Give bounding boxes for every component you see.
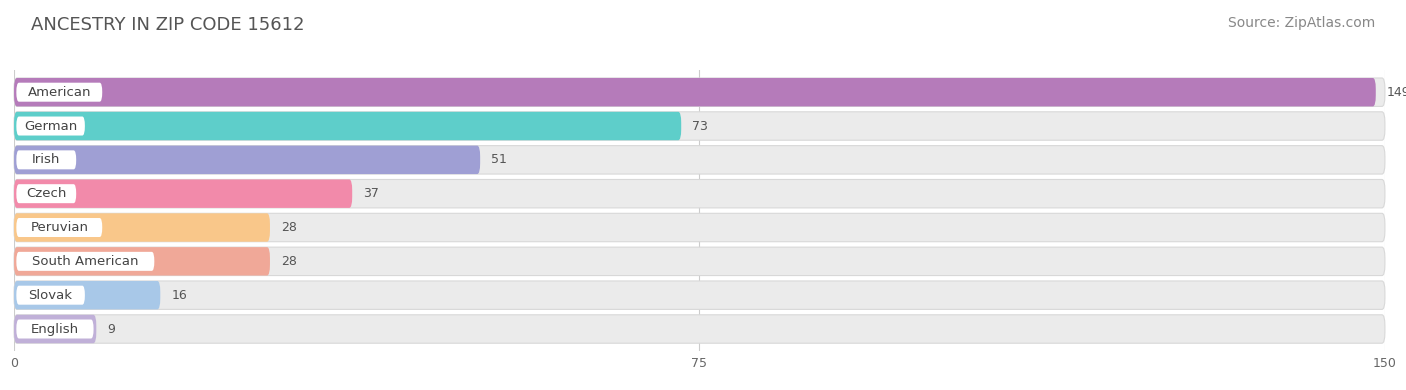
- Text: South American: South American: [32, 255, 139, 268]
- FancyBboxPatch shape: [14, 247, 270, 276]
- Text: 51: 51: [491, 153, 508, 167]
- FancyBboxPatch shape: [17, 184, 76, 203]
- FancyBboxPatch shape: [17, 218, 103, 237]
- FancyBboxPatch shape: [14, 112, 682, 140]
- FancyBboxPatch shape: [14, 281, 160, 309]
- FancyBboxPatch shape: [14, 78, 1385, 106]
- Text: German: German: [24, 119, 77, 133]
- Text: Source: ZipAtlas.com: Source: ZipAtlas.com: [1227, 16, 1375, 30]
- FancyBboxPatch shape: [14, 247, 1385, 276]
- FancyBboxPatch shape: [14, 78, 1376, 106]
- Text: ANCESTRY IN ZIP CODE 15612: ANCESTRY IN ZIP CODE 15612: [31, 16, 305, 34]
- FancyBboxPatch shape: [14, 315, 1385, 343]
- Text: 73: 73: [692, 119, 709, 133]
- Text: Irish: Irish: [32, 153, 60, 167]
- FancyBboxPatch shape: [14, 112, 1385, 140]
- Text: American: American: [28, 86, 91, 99]
- FancyBboxPatch shape: [14, 179, 1385, 208]
- Text: 9: 9: [107, 323, 115, 335]
- FancyBboxPatch shape: [14, 213, 1385, 242]
- Text: Peruvian: Peruvian: [31, 221, 89, 234]
- FancyBboxPatch shape: [17, 252, 155, 271]
- FancyBboxPatch shape: [17, 319, 94, 339]
- Text: Slovak: Slovak: [28, 289, 73, 302]
- Text: Czech: Czech: [27, 187, 66, 200]
- FancyBboxPatch shape: [14, 213, 270, 242]
- FancyBboxPatch shape: [14, 315, 96, 343]
- Text: 28: 28: [281, 221, 297, 234]
- FancyBboxPatch shape: [14, 281, 1385, 309]
- FancyBboxPatch shape: [17, 286, 84, 305]
- Text: 149: 149: [1386, 86, 1406, 99]
- FancyBboxPatch shape: [14, 145, 1385, 174]
- FancyBboxPatch shape: [14, 145, 481, 174]
- Text: 16: 16: [172, 289, 187, 302]
- Text: English: English: [31, 323, 79, 335]
- FancyBboxPatch shape: [17, 151, 76, 169]
- FancyBboxPatch shape: [17, 117, 84, 135]
- FancyBboxPatch shape: [14, 179, 353, 208]
- FancyBboxPatch shape: [17, 83, 103, 102]
- Text: 28: 28: [281, 255, 297, 268]
- Text: 37: 37: [363, 187, 380, 200]
